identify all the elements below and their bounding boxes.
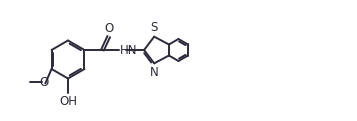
- Text: OH: OH: [59, 95, 77, 108]
- Text: N: N: [150, 66, 159, 79]
- Text: O: O: [104, 22, 114, 35]
- Text: HN: HN: [120, 44, 137, 57]
- Text: S: S: [151, 21, 158, 34]
- Text: O: O: [39, 76, 49, 89]
